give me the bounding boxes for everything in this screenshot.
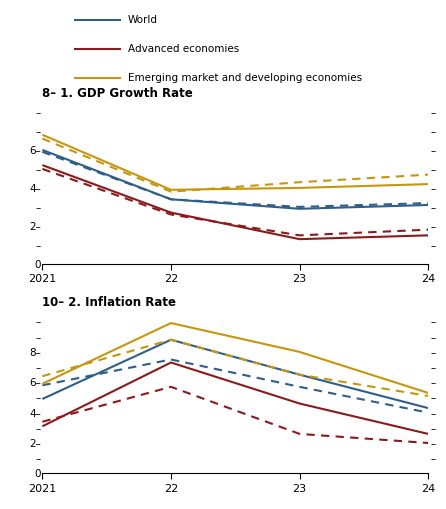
- Text: World: World: [128, 15, 158, 24]
- Text: 10– 2. Inflation Rate: 10– 2. Inflation Rate: [42, 296, 176, 309]
- Text: Advanced economies: Advanced economies: [128, 44, 239, 53]
- Text: 8– 1. GDP Growth Rate: 8– 1. GDP Growth Rate: [42, 87, 193, 100]
- Text: Emerging market and developing economies: Emerging market and developing economies: [128, 73, 362, 82]
